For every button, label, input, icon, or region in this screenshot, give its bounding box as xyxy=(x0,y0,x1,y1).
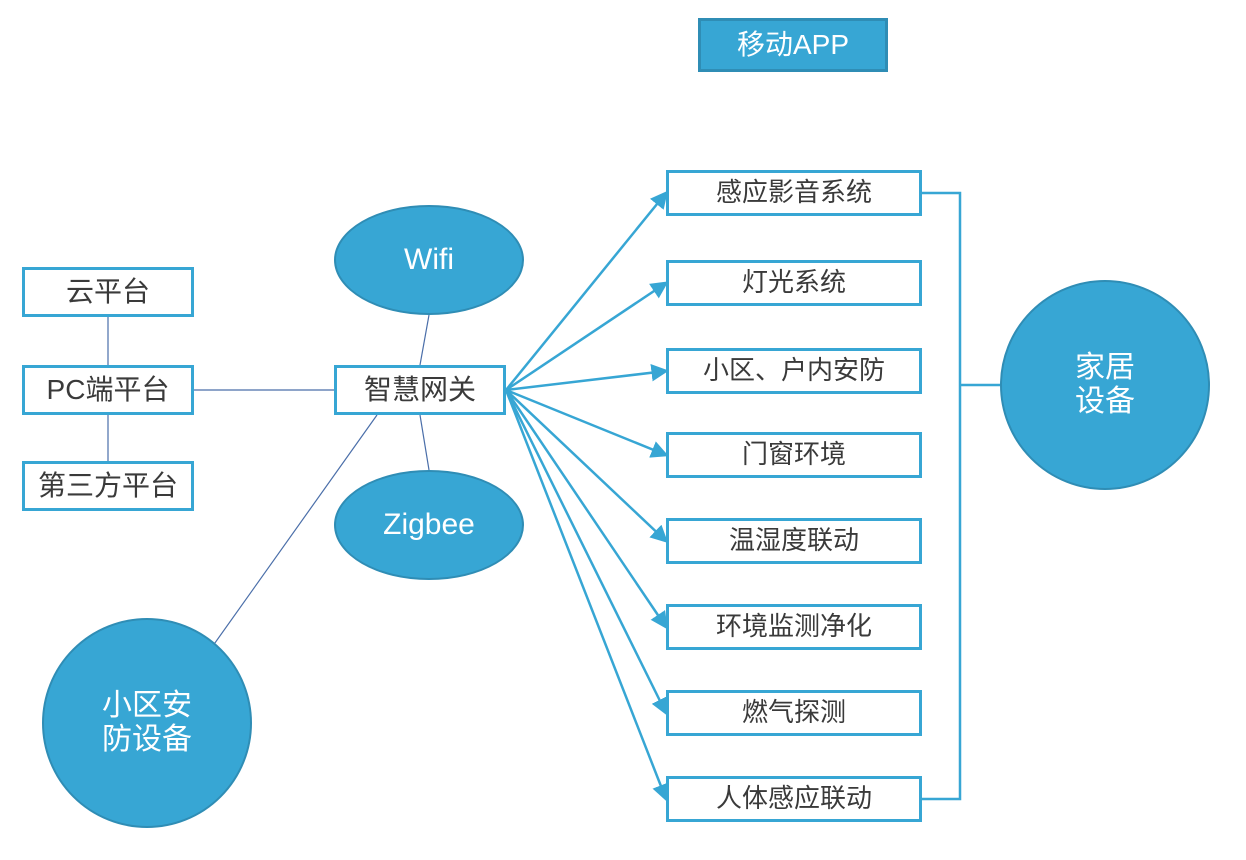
node-mobile-app: 移动APP xyxy=(698,18,888,72)
node-feature-5: 温湿度联动 xyxy=(666,518,922,564)
node-gateway: 智慧网关 xyxy=(334,365,506,415)
label-feature-6: 环境监测净化 xyxy=(716,612,872,642)
node-wifi: Wifi xyxy=(334,205,524,315)
label-mobile-app: 移动APP xyxy=(737,29,849,61)
label-cloud: 云平台 xyxy=(66,276,150,308)
node-feature-6: 环境监测净化 xyxy=(666,604,922,650)
label-feature-8: 人体感应联动 xyxy=(716,784,872,814)
label-feature-3: 小区、户内安防 xyxy=(703,356,885,386)
node-third: 第三方平台 xyxy=(22,461,194,511)
label-feature-1: 感应影音系统 xyxy=(716,178,872,208)
node-home-circle: 家居 设备 xyxy=(1000,280,1210,490)
label-feature-4: 门窗环境 xyxy=(742,440,846,470)
label-zigbee: Zigbee xyxy=(383,508,475,543)
label-home-circle: 家居 设备 xyxy=(1075,351,1135,420)
node-feature-7: 燃气探测 xyxy=(666,690,922,736)
node-feature-2: 灯光系统 xyxy=(666,260,922,306)
node-feature-8: 人体感应联动 xyxy=(666,776,922,822)
label-third: 第三方平台 xyxy=(38,470,178,502)
label-security-circle: 小区安 防设备 xyxy=(102,689,192,758)
label-feature-5: 温湿度联动 xyxy=(729,526,859,556)
node-pc: PC端平台 xyxy=(22,365,194,415)
label-gateway: 智慧网关 xyxy=(364,374,476,406)
label-feature-7: 燃气探测 xyxy=(742,698,846,728)
label-wifi: Wifi xyxy=(404,243,454,278)
node-feature-3: 小区、户内安防 xyxy=(666,348,922,394)
node-feature-1: 感应影音系统 xyxy=(666,170,922,216)
node-feature-4: 门窗环境 xyxy=(666,432,922,478)
node-zigbee: Zigbee xyxy=(334,470,524,580)
node-cloud: 云平台 xyxy=(22,267,194,317)
label-pc: PC端平台 xyxy=(47,374,170,406)
node-security-circle: 小区安 防设备 xyxy=(42,618,252,828)
label-feature-2: 灯光系统 xyxy=(742,268,846,298)
